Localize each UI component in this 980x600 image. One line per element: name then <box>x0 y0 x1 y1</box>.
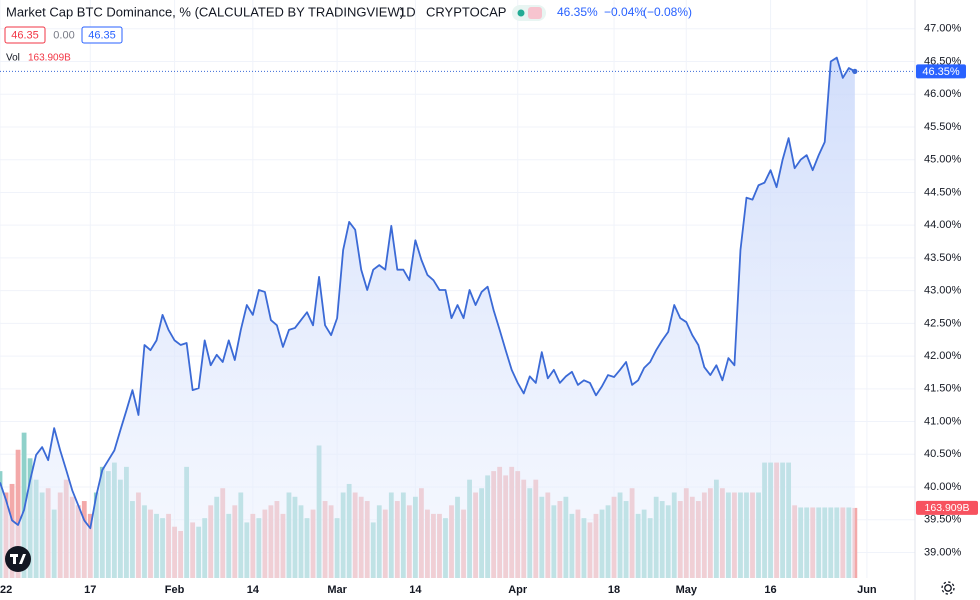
y-tick-label: 40.50% <box>924 448 962 460</box>
ohlc-label: 46.35 <box>11 29 39 41</box>
header-value: 46.35% <box>557 5 598 19</box>
volume-tag <box>916 500 978 515</box>
x-tick-label: Jun <box>857 584 877 596</box>
tv-logo[interactable] <box>5 546 31 572</box>
x-tick-label: 14 <box>409 584 422 596</box>
settings-icon[interactable] <box>941 581 955 595</box>
y-tick-label: 43.00% <box>924 285 962 297</box>
x-tick-label: 14 <box>247 584 260 596</box>
y-tick-label: 44.50% <box>924 186 962 198</box>
y-tick-label: 42.50% <box>924 317 962 329</box>
y-tick-label: 39.50% <box>924 514 962 526</box>
last-point <box>852 68 858 74</box>
x-tick-label: 2022 <box>0 584 12 596</box>
header-change: −0.04% <box>604 5 645 19</box>
area <box>0 57 855 578</box>
exchange: CRYPTOCAP <box>426 4 506 19</box>
x-tick-label: 16 <box>764 584 776 596</box>
price-line <box>0 56 856 530</box>
y-tick-label: 44.00% <box>924 219 962 231</box>
y-tick-label: 45.00% <box>924 154 962 166</box>
x-tick-label: 17 <box>84 584 96 596</box>
header-change-pct: (−0.08%) <box>643 5 692 19</box>
volume-bar <box>21 432 27 578</box>
x-tick-label: May <box>676 584 698 596</box>
y-tick-label: 47.00% <box>924 23 962 35</box>
last-price-label: 46.35% <box>922 66 960 78</box>
ohlc-box <box>4 26 46 44</box>
y-tick-label: 39.00% <box>924 546 962 558</box>
line-layer <box>0 56 856 578</box>
x-tick-label: Feb <box>165 584 185 596</box>
volume-bar <box>15 449 21 578</box>
y-tick-label: 46.00% <box>924 88 962 100</box>
x-tick-label: 18 <box>608 584 620 596</box>
volume-tag-label: 163.909B <box>925 502 970 514</box>
status-icon <box>528 7 542 19</box>
ohlc-label: 46.35 <box>88 29 116 41</box>
x-tick-label: Apr <box>508 584 528 596</box>
last-price-tag <box>916 64 966 79</box>
volume-value: 163.909B <box>28 53 71 64</box>
y-tick-label: 41.50% <box>924 383 962 395</box>
x-tick-label: Mar <box>327 584 347 596</box>
y-tick-label: 43.50% <box>924 252 962 264</box>
status-dot <box>517 9 525 17</box>
chart-title: Market Cap BTC Dominance, % (CALCULATED … <box>6 4 404 19</box>
y-tick-label: 45.50% <box>924 121 962 133</box>
ohlc-label: 0.00 <box>53 29 74 41</box>
y-tick-label: 40.00% <box>924 481 962 493</box>
ohlc-box <box>81 26 123 44</box>
y-tick-label: 42.00% <box>924 350 962 362</box>
volume-label: Vol <box>6 53 20 64</box>
y-tick-label: 41.00% <box>924 415 962 427</box>
interval: 1D <box>399 4 416 19</box>
